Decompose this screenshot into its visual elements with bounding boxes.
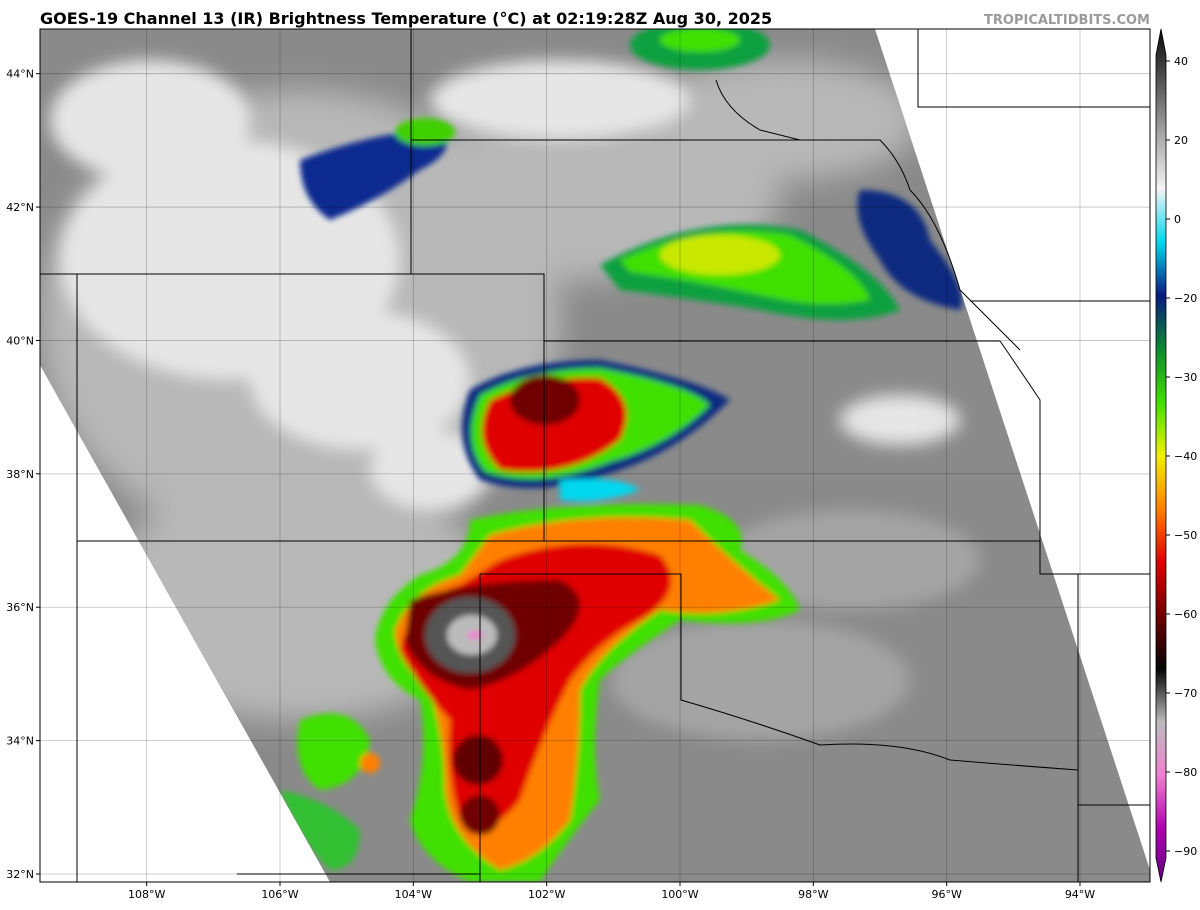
colorbar-tick-label: 40 <box>1174 55 1188 68</box>
imagery <box>40 29 1150 882</box>
map-frame <box>39 28 1151 883</box>
lat-tick-label: 40°N <box>6 334 34 347</box>
lon-tick-label: 102°W <box>528 888 565 901</box>
lat-tick-label: 42°N <box>6 201 34 214</box>
lon-tick-label: 100°W <box>661 888 698 901</box>
colorbar-tick-label: −50 <box>1174 529 1197 542</box>
colorbar-tick-label: −40 <box>1174 450 1197 463</box>
colorbar-tick-label: −60 <box>1174 608 1197 621</box>
lat-tick-label: 32°N <box>6 868 34 881</box>
lat-tick-label: 38°N <box>6 468 34 481</box>
lon-tick-label: 104°W <box>395 888 432 901</box>
colorbar-tick-label: −90 <box>1174 845 1197 858</box>
lon-tick-label: 94°W <box>1065 888 1095 901</box>
graticule <box>40 29 1150 882</box>
colorbar-bar <box>1155 28 1167 883</box>
colorbar: 40 20 0 −20 −30 −40 −50 −60 −70 −80 −90 <box>1155 28 1197 883</box>
colorbar-tick-label: −30 <box>1174 371 1197 384</box>
watermark: TROPICALTIDBITS.COM <box>984 13 1150 28</box>
lon-tick-label: 98°W <box>798 888 828 901</box>
lat-tick-label: 44°N <box>6 68 34 81</box>
lon-tick-label: 96°W <box>931 888 961 901</box>
lon-tick-label: 106°W <box>261 888 298 901</box>
lat-tick-label: 36°N <box>6 601 34 614</box>
borders <box>40 29 1150 882</box>
title: GOES-19 Channel 13 (IR) Brightness Tempe… <box>40 9 772 28</box>
colorbar-tick-label: −70 <box>1174 687 1197 700</box>
colorbar-tick-label: −80 <box>1174 766 1197 779</box>
colorbar-tick-label: 20 <box>1174 134 1188 147</box>
colorbar-tick-label: 0 <box>1174 213 1181 226</box>
colorbar-tick-label: −20 <box>1174 292 1197 305</box>
lat-tick-label: 34°N <box>6 735 34 748</box>
lon-tick-label: 108°W <box>128 888 165 901</box>
